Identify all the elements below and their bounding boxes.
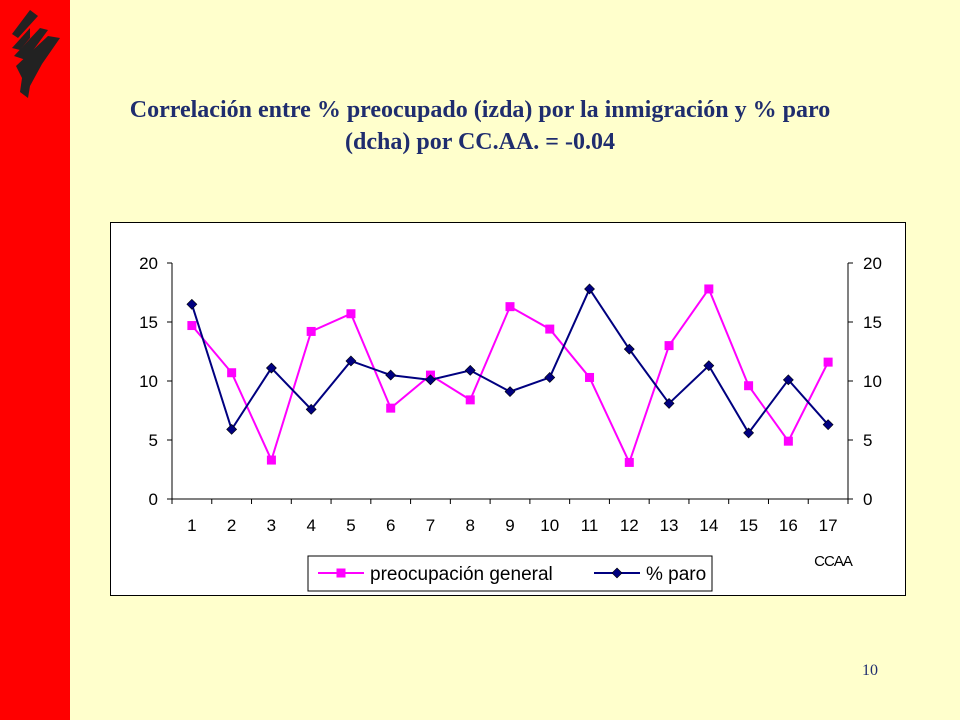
chart-area: 0 5 10 15 20 0 5 10 15 20 1 2 3 4 5 6 7 8 9 10 11 12 13 14 15 16 1… xyxy=(110,222,906,596)
series-1-point xyxy=(585,372,595,382)
x-tick-label: 2 xyxy=(227,516,236,535)
x-tick-label: 9 xyxy=(505,516,514,535)
series-2-point xyxy=(425,374,436,386)
series-1-point xyxy=(545,324,555,334)
series-1-point xyxy=(465,395,475,405)
series-1-point xyxy=(266,455,276,465)
series-1-point xyxy=(227,368,237,378)
x-tick-label: 11 xyxy=(581,516,599,535)
x-tick-label: 12 xyxy=(620,516,639,535)
x-tick-label: 4 xyxy=(306,516,315,535)
series-1-point xyxy=(306,326,316,336)
x-tick-label: 14 xyxy=(699,516,718,535)
left-y-tick-label: 20 xyxy=(139,254,158,273)
x-tick-label: 10 xyxy=(540,516,559,535)
series-1-point xyxy=(664,341,674,351)
series-1-point xyxy=(783,436,793,446)
right-y-tick-label: 0 xyxy=(863,490,872,509)
series-2-point xyxy=(822,419,834,431)
x-tick-label: 13 xyxy=(660,516,679,535)
x-tick-label: 7 xyxy=(426,516,435,535)
x-axis-label: CCAA xyxy=(814,553,853,570)
legend-label-1: preocupación general xyxy=(370,564,553,585)
right-y-tick-label: 20 xyxy=(863,254,882,273)
slide-number: 10 xyxy=(862,662,878,679)
series-2-point xyxy=(186,298,198,310)
series-2-point xyxy=(584,283,595,295)
legend-box xyxy=(307,555,713,592)
series-2-point xyxy=(385,369,397,381)
left-y-tick-label: 0 xyxy=(149,490,158,509)
x-tick-label: 6 xyxy=(386,516,395,535)
legend-label-2: % paro xyxy=(646,564,706,585)
x-tick-label: 15 xyxy=(739,516,758,535)
series-1-point xyxy=(744,381,754,391)
x-tick-label: 8 xyxy=(466,516,475,535)
series-1-point xyxy=(624,457,634,467)
series-2-point xyxy=(504,386,516,398)
x-tick-label: 5 xyxy=(346,516,355,535)
series-2-point xyxy=(782,374,794,386)
series-1-point xyxy=(704,284,714,294)
right-y-tick-label: 5 xyxy=(863,431,872,450)
series-2-point xyxy=(703,360,715,372)
left-y-tick-label: 15 xyxy=(139,313,158,332)
series-1-point xyxy=(823,357,833,367)
series-1-point xyxy=(187,321,197,331)
x-tick-label: 16 xyxy=(779,516,798,535)
series-2-point xyxy=(345,355,357,367)
series-2-point xyxy=(623,343,635,355)
series-1-point xyxy=(505,302,515,312)
x-tick-label: 17 xyxy=(819,516,838,535)
legend-marker-2 xyxy=(611,567,623,579)
x-tick-label: 1 xyxy=(187,516,196,535)
series-line-1 xyxy=(191,286,830,466)
slide-title-line-1: Correlación entre % preocupado (izda) po… xyxy=(129,97,831,123)
series-2-point xyxy=(743,427,755,439)
x-tick-label: 3 xyxy=(267,516,276,535)
slide-title: Correlación entre % preocupado (izda) po… xyxy=(80,94,880,158)
series-2-point xyxy=(544,372,556,383)
series-1-point xyxy=(346,309,356,319)
stacked-chevron-logo-icon xyxy=(12,10,60,98)
series-2-point xyxy=(305,403,317,415)
red-sidebar xyxy=(0,0,70,720)
left-y-tick-label: 5 xyxy=(149,431,158,450)
series-2-point xyxy=(464,364,476,376)
right-y-tick-label: 15 xyxy=(863,313,882,332)
series-2-point xyxy=(226,423,238,435)
slide-title-line-2: (dcha) por CC.AA. = -0.04 xyxy=(345,129,615,155)
left-y-tick-label: 10 xyxy=(139,372,158,391)
right-y-tick-label: 10 xyxy=(863,372,882,391)
series-2-point xyxy=(265,362,277,374)
series-1-point xyxy=(386,403,396,413)
series-2-point xyxy=(663,397,675,409)
legend-marker-1 xyxy=(336,568,346,578)
